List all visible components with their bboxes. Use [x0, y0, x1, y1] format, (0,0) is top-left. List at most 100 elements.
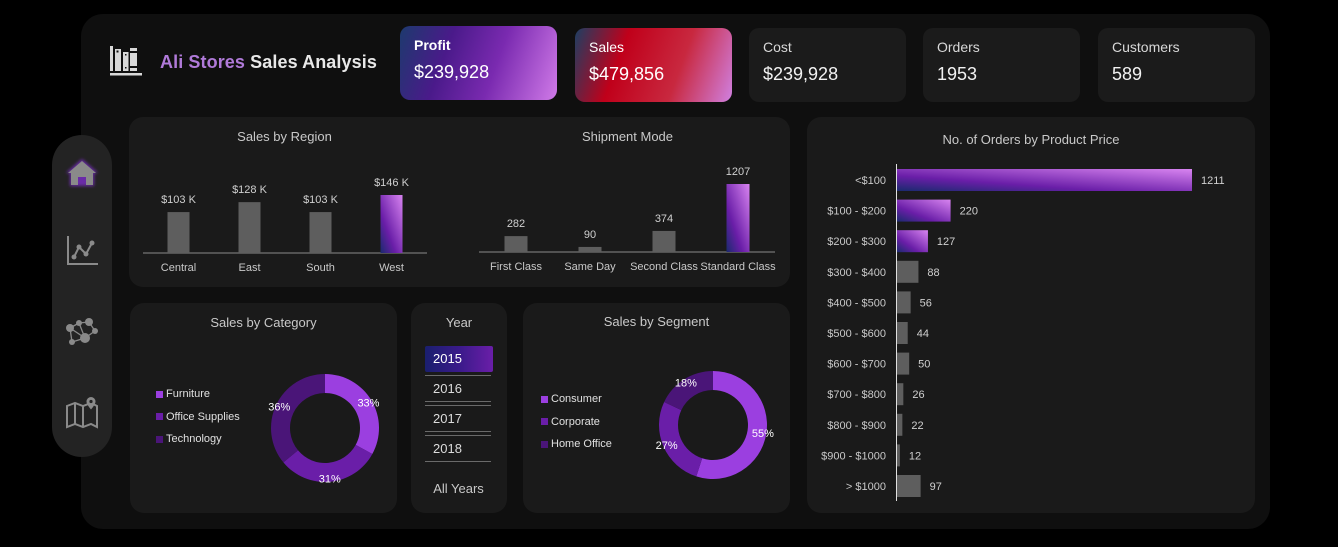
category-legend: Furniture Office Supplies Technology	[156, 383, 240, 451]
slice-label: 55%	[752, 428, 774, 440]
legend-label: Consumer	[551, 393, 602, 406]
data-label: 88	[927, 267, 939, 279]
kpi-card-customers[interactable]: Customers 589	[1098, 28, 1255, 102]
legend-swatch	[156, 390, 163, 398]
legend-item: Office Supplies	[156, 406, 240, 429]
y-tick-label: $700 - $800	[827, 389, 886, 401]
data-label: 1207	[726, 166, 750, 178]
divider	[425, 435, 491, 436]
price-panel: No. of Orders by Product Price <$100 1211…	[807, 117, 1255, 513]
legend-label: Furniture	[166, 388, 211, 401]
slice-label: 18%	[675, 377, 697, 389]
donut-slice	[696, 371, 767, 479]
data-label: $103 K	[303, 194, 339, 206]
x-tick-label: Central	[161, 262, 196, 274]
slicer-title: Year	[445, 315, 473, 330]
donut-slice	[664, 371, 713, 411]
price-hbar-chart: <$100 1211 $100 - $200 220 $200 - $300 127 $30…	[821, 164, 1225, 501]
divider	[425, 431, 491, 432]
y-tick-label: $100 - $200	[827, 206, 886, 218]
shipment-bar-chart: 282 First Class 90 Same Day 374 Second Class 1…	[479, 166, 776, 273]
data-label: 282	[507, 218, 525, 230]
year-option-2016[interactable]: 2016	[433, 381, 462, 396]
kpi-label: Orders	[937, 39, 980, 55]
sidebar-nav	[52, 135, 112, 457]
divider	[425, 405, 491, 406]
bar	[897, 352, 910, 375]
kpi-card-sales[interactable]: Sales $479,856	[575, 28, 732, 102]
donut-slice	[659, 402, 703, 477]
slice-label: 36%	[268, 401, 290, 413]
legend-label: Corporate	[551, 415, 600, 428]
line-chart-icon	[67, 236, 98, 265]
data-label: 220	[960, 206, 978, 218]
books-icon	[110, 46, 142, 76]
year-slicer: Year 2015 2016 2017 2018 All Years	[411, 303, 507, 513]
kpi-value: $239,928	[763, 64, 839, 84]
network-icon	[66, 318, 98, 345]
bar	[380, 195, 403, 253]
donut-slice	[283, 444, 373, 482]
kpi-value: 1953	[937, 64, 978, 84]
data-label: $146 K	[374, 177, 410, 189]
donut-slice	[271, 374, 325, 463]
bar	[897, 383, 904, 406]
data-label: 12	[909, 450, 921, 462]
y-tick-label: $800 - $900	[827, 420, 886, 432]
y-tick-label: $900 - $1000	[821, 450, 886, 462]
kpi-label: Sales	[589, 39, 625, 55]
legend-label: Technology	[166, 433, 222, 446]
kpi-label: Customers	[1112, 39, 1180, 55]
legend-swatch	[541, 440, 548, 448]
legend-swatch	[156, 435, 163, 443]
bar	[897, 444, 900, 467]
segment-donut-chart: 55% 27% 18%	[656, 371, 774, 479]
slice-label: 33%	[357, 397, 379, 409]
all-years-button[interactable]: All Years	[433, 481, 484, 496]
y-tick-label: $200 - $300	[827, 236, 886, 248]
year-option-2018[interactable]: 2018	[433, 441, 462, 456]
nav-home[interactable]	[52, 147, 112, 197]
legend-label: Home Office	[551, 438, 612, 451]
kpi-card-profit[interactable]: Profit $239,928	[400, 26, 557, 100]
kpi-card-cost[interactable]: Cost $239,928	[749, 28, 906, 102]
data-label: 44	[917, 328, 929, 340]
legend-label: Office Supplies	[166, 410, 240, 423]
kpi-value: $479,856	[589, 64, 665, 84]
legend-item: Technology	[156, 428, 240, 451]
title-text: Sales Analysis	[250, 52, 377, 72]
nav-analytics[interactable]	[52, 225, 112, 275]
year-option-2017[interactable]: 2017	[433, 411, 462, 426]
bar	[897, 413, 903, 436]
data-label: $103 K	[161, 194, 197, 206]
segment-panel: Sales by Segment Consumer Corporate Home…	[523, 303, 790, 513]
bar	[897, 199, 951, 222]
kpi-value: 589	[1112, 64, 1143, 84]
chart-title-price: No. of Orders by Product Price	[942, 132, 1120, 147]
slice-label: 27%	[656, 440, 678, 452]
x-tick-label: West	[379, 262, 404, 274]
nav-map[interactable]	[52, 389, 112, 439]
segment-legend: Consumer Corporate Home Office	[541, 388, 612, 456]
bar	[897, 169, 1192, 191]
divider	[425, 375, 491, 376]
page-title: Ali Stores Sales Analysis	[160, 52, 377, 73]
data-label: 1211	[1201, 175, 1225, 187]
chart-title-region: Sales by Region	[237, 129, 332, 144]
year-option-2015[interactable]: 2015	[425, 346, 493, 372]
legend-item: Furniture	[156, 383, 240, 406]
bar	[238, 202, 261, 253]
bar	[578, 246, 602, 252]
x-tick-label: East	[238, 262, 260, 274]
nav-customers[interactable]	[52, 307, 112, 357]
bar	[897, 322, 908, 344]
bar	[504, 236, 528, 252]
kpi-card-orders[interactable]: Orders 1953	[923, 28, 1080, 102]
legend-swatch	[541, 418, 548, 426]
y-tick-label: $400 - $500	[827, 297, 886, 309]
divider	[425, 401, 491, 402]
bar	[897, 260, 919, 283]
data-label: 26	[912, 389, 924, 401]
slice-label: 31%	[319, 473, 341, 485]
y-tick-label: $500 - $600	[827, 328, 886, 340]
